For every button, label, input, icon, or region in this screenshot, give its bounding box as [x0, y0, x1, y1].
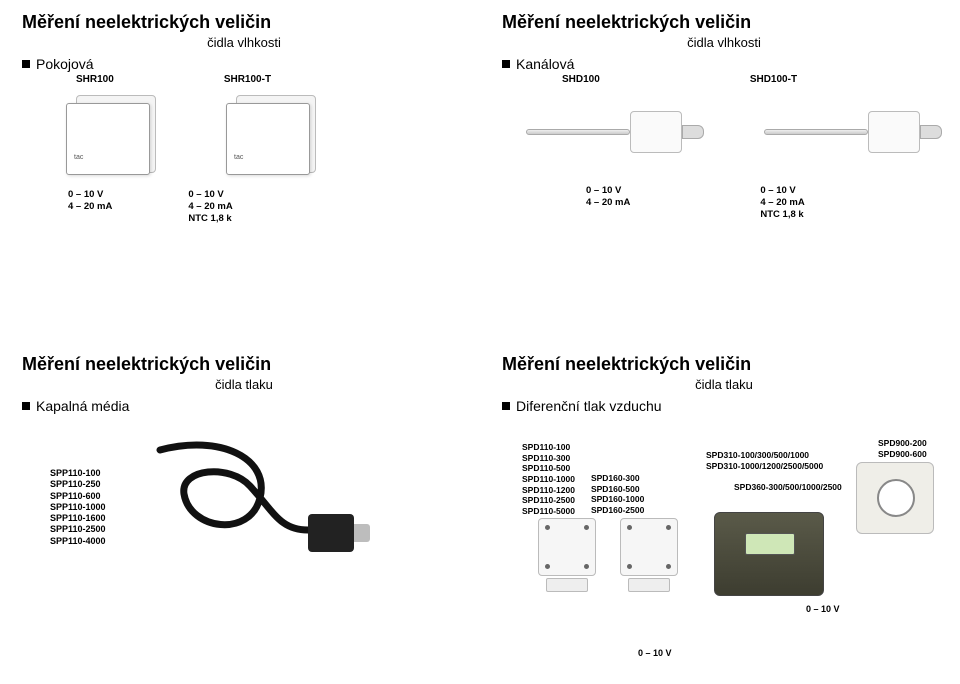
bullet-label: Kapalná média — [36, 398, 129, 414]
model-code: SPD110-1200 — [522, 485, 575, 496]
model-code: SHD100-T — [750, 74, 797, 85]
panel-subtitle: čidla tlaku — [22, 377, 466, 392]
spd310-list: SPD310-100/300/500/1000 SPD310-1000/1200… — [706, 450, 823, 471]
bullet-icon — [22, 60, 30, 68]
pressure-sensor-image — [150, 438, 380, 608]
panel-title: Měření neelektrických veličin — [22, 354, 466, 375]
spec-row: 0 – 10 V 4 – 20 mA 0 – 10 V 4 – 20 mA NT… — [586, 185, 946, 221]
model-code: SPP110-600 — [50, 491, 106, 502]
panel-room-humidity: Měření neelektrických veličin čidla vlhk… — [0, 0, 480, 342]
duct-sensor-image — [518, 91, 708, 171]
model-code: SPD900-600 — [878, 449, 927, 460]
panel-liquid-pressure: Měření neelektrických veličin čidla tlak… — [0, 342, 480, 684]
spec-line: NTC 1,8 k — [188, 213, 232, 225]
duct-sensor-image — [756, 91, 946, 171]
spd360-code: SPD360-300/500/1000/2500 — [734, 482, 842, 492]
model-code: SPD110-500 — [522, 463, 575, 474]
dp-transmitter-image — [538, 518, 598, 576]
device-logo: tac — [234, 154, 243, 161]
bullet-label: Diferenční tlak vzduchu — [516, 398, 662, 414]
model-code: SPD310-100/300/500/1000 — [706, 450, 823, 461]
spd-small-devices — [538, 518, 680, 576]
device-logo: tac — [74, 154, 83, 161]
voltage-label: 0 – 10 V — [638, 648, 672, 658]
model-row: SHD100 SHD100-T — [562, 74, 946, 85]
bullet-label: Kanálová — [516, 56, 574, 72]
model-code: SPP110-1600 — [50, 513, 106, 524]
model-code: SPD110-1000 — [522, 474, 575, 485]
panel-diff-pressure: Měření neelektrických veličin čidla tlak… — [480, 342, 960, 684]
model-code: SHD100 — [562, 74, 600, 85]
bullet-label: Pokojová — [36, 56, 94, 72]
spec-col: 0 – 10 V 4 – 20 mA NTC 1,8 k — [188, 189, 232, 225]
model-code: SPD110-2500 — [522, 495, 575, 506]
spec-line: 0 – 10 V — [760, 185, 804, 197]
model-code: SPP110-4000 — [50, 536, 106, 547]
model-code: SPD110-5000 — [522, 506, 575, 517]
model-code: SPD160-500 — [591, 484, 644, 495]
model-code: SHR100-T — [224, 74, 271, 85]
panel-title: Měření neelektrických veličin — [502, 354, 946, 375]
bullet-icon — [22, 402, 30, 410]
spec-line: 0 – 10 V — [68, 189, 112, 201]
spec-row: 0 – 10 V 4 – 20 mA 0 – 10 V 4 – 20 mA NT… — [68, 189, 466, 225]
model-code: SPD900-200 — [878, 438, 927, 449]
voltage-label: 0 – 10 V — [806, 604, 840, 614]
model-code: SPP110-1000 — [50, 502, 106, 513]
bullet-row: Diferenční tlak vzduchu — [502, 398, 946, 414]
spec-line: 0 – 10 V — [586, 185, 630, 197]
model-row: SHR100 SHR100-T — [76, 74, 466, 85]
model-code: SPD110-300 — [522, 453, 575, 464]
model-code: SPD310-1000/1200/2500/5000 — [706, 461, 823, 472]
spd900-device-image — [856, 462, 934, 534]
model-code: SPD110-100 — [522, 442, 575, 453]
spd360-device-image — [714, 512, 824, 596]
spec-line: 4 – 20 mA — [188, 201, 232, 213]
device-images: tac tac — [58, 89, 466, 179]
spec-col: 0 – 10 V 4 – 20 mA — [586, 185, 630, 221]
dp-transmitter-image — [620, 518, 680, 576]
bullet-row: Kapalná média — [22, 398, 466, 414]
model-code: SPD160-1000 — [591, 494, 644, 505]
spec-line: 0 – 10 V — [188, 189, 232, 201]
spec-col: 0 – 10 V 4 – 20 mA — [68, 189, 112, 225]
spec-line: 4 – 20 mA — [586, 197, 630, 209]
panel-duct-humidity: Měření neelektrických veličin čidla vlhk… — [480, 0, 960, 342]
bullet-icon — [502, 60, 510, 68]
panel-title: Měření neelektrických veličin — [502, 12, 946, 33]
model-code: SPD160-2500 — [591, 505, 644, 516]
spd900-list: SPD900-200 SPD900-600 — [878, 438, 927, 459]
model-code: SPD160-300 — [591, 473, 644, 484]
spec-line: 4 – 20 mA — [760, 197, 804, 209]
panel-subtitle: čidla vlhkosti — [502, 35, 946, 50]
spec-line: NTC 1,8 k — [760, 209, 804, 221]
panel-title: Měření neelektrických veličin — [22, 12, 466, 33]
panel-subtitle: čidla tlaku — [502, 377, 946, 392]
room-sensor-image: tac — [58, 89, 168, 179]
model-code: SPP110-2500 — [50, 524, 106, 535]
room-sensor-image: tac — [218, 89, 328, 179]
spec-line: 4 – 20 mA — [68, 201, 112, 213]
spp-model-list: SPP110-100 SPP110-250 SPP110-600 SPP110-… — [50, 468, 106, 547]
model-code: SPP110-250 — [50, 479, 106, 490]
model-code: SHR100 — [76, 74, 114, 85]
device-images — [518, 91, 946, 171]
spd110-160-list: SPD110-100 SPD110-300 SPD110-500 SPD110-… — [522, 442, 644, 516]
bullet-icon — [502, 402, 510, 410]
model-code: SPP110-100 — [50, 468, 106, 479]
panel-subtitle: čidla vlhkosti — [22, 35, 466, 50]
bullet-row: Kanálová — [502, 56, 946, 72]
spec-col: 0 – 10 V 4 – 20 mA NTC 1,8 k — [760, 185, 804, 221]
bullet-row: Pokojová — [22, 56, 466, 72]
